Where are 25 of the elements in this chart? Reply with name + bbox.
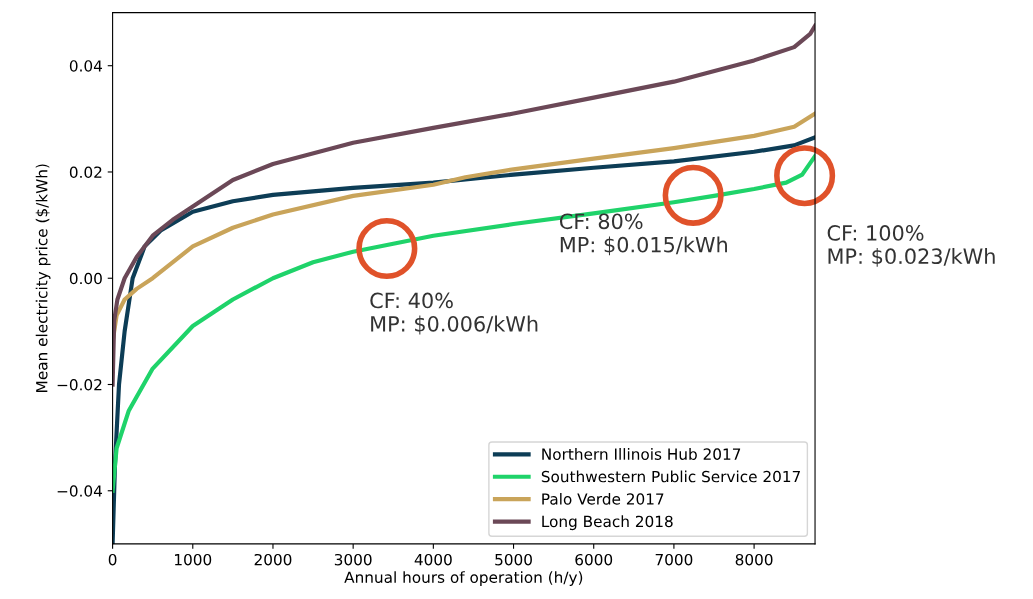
legend-label: Long Beach 2018: [542, 515, 673, 531]
x-tick-label: 3000: [334, 553, 372, 566]
y-tick-label: 0.02: [69, 166, 102, 178]
annotation: CF: 100% MP: $0.023/kWh: [827, 225, 995, 267]
x-tick-label: 8000: [735, 553, 773, 566]
legend-label: Southwestern Public Service 2017: [541, 470, 800, 483]
x-axis-title: Annual hours of operation (h/y): [344, 571, 583, 586]
y-tick-label: 0.04: [69, 60, 103, 72]
legend-label: Northern Illinois Hub 2017: [542, 448, 741, 460]
x-tick-label: 6000: [575, 553, 613, 566]
y-tick-label: −0.02: [57, 378, 102, 391]
x-tick-label: 2000: [254, 553, 292, 566]
x-tick-label: 7000: [655, 553, 693, 566]
y-axis-title: Mean electricity price ($/kWh): [35, 164, 51, 392]
line-series: [112, 23, 816, 387]
y-tick-label: −0.04: [57, 485, 103, 497]
x-tick-label: 4000: [414, 553, 452, 566]
y-tick-label: 0.00: [69, 272, 102, 285]
x-tick-label: 1000: [175, 553, 212, 566]
x-tick-label: 5000: [495, 553, 532, 566]
line-series: [112, 153, 816, 493]
annotation: CF: 80% MP: $0.015/kWh: [559, 213, 727, 256]
x-tick-label: 0: [108, 553, 117, 566]
annotation: CF: 40% MP: $0.006/kWh: [370, 292, 538, 335]
legend-label: Palo Verde 2017: [542, 492, 664, 505]
